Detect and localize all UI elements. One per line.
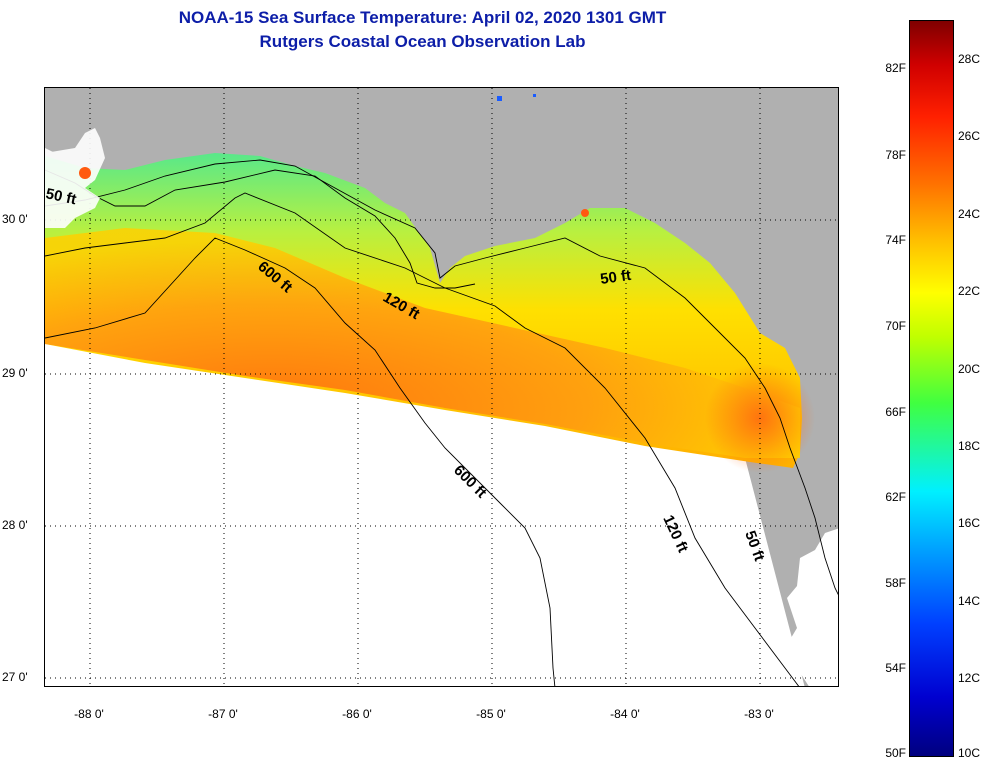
- colorbar-c-label: 24C: [958, 207, 981, 221]
- colorbar-f-label: 50F: [885, 746, 906, 760]
- colorbar-f-label: 74F: [885, 233, 906, 247]
- coastal-no-data: [45, 128, 105, 228]
- colorbar-f-label: 70F: [885, 319, 906, 333]
- colorbar-c-label: 18C: [958, 439, 981, 453]
- lon-label-87: -87 0': [208, 707, 238, 721]
- depth-contours: [45, 159, 838, 686]
- colorbar-f-label: 54F: [885, 661, 906, 675]
- warm-patches: [79, 167, 589, 217]
- sst-map-canvas: 50 ft 50 ft 50 ft 600 ft 600 ft 120 ft 1…: [45, 88, 838, 686]
- lon-label-84: -84 0': [610, 707, 640, 721]
- graticule: [45, 88, 838, 686]
- lon-label-83: -83 0': [744, 707, 774, 721]
- colorbar-c-label: 12C: [958, 671, 981, 685]
- sst-map: 50 ft 50 ft 50 ft 600 ft 600 ft 120 ft 1…: [44, 87, 839, 687]
- colorbar-c-label: 26C: [958, 129, 981, 143]
- colorbar-f-label: 62F: [885, 490, 906, 504]
- colorbar-c-label: 28C: [958, 52, 981, 66]
- colorbar-f-label: 66F: [885, 405, 906, 419]
- lat-label-28: 28 0': [2, 518, 28, 532]
- contour-label-50-west: 50 ft: [45, 185, 78, 208]
- colorbar-c-label: 22C: [958, 284, 981, 298]
- map-title: NOAA-15 Sea Surface Temperature: April 0…: [178, 8, 667, 27]
- lat-label-27: 27 0': [2, 670, 28, 684]
- lon-label-88: -88 0': [74, 707, 104, 721]
- lat-label-29: 29 0': [2, 366, 28, 380]
- sst-warm-band: [45, 228, 800, 458]
- map-subtitle: Rutgers Coastal Ocean Observation Lab: [259, 32, 586, 51]
- colorbar-c-label: 14C: [958, 594, 981, 608]
- lon-label-85: -85 0': [476, 707, 506, 721]
- colorbar-f-label: 78F: [885, 148, 906, 162]
- colorbar-c-label: 10C: [958, 746, 981, 760]
- temperature-colorbar: [909, 20, 954, 757]
- colorbar-c-label: 16C: [958, 516, 981, 530]
- colorbar-f-label: 82F: [885, 61, 906, 75]
- lon-label-86: -86 0': [342, 707, 372, 721]
- lat-label-30: 30 0': [2, 212, 28, 226]
- contour-label-50-east: 50 ft: [599, 267, 632, 288]
- colorbar-c-label: 20C: [958, 362, 981, 376]
- colorbar-f-label: 58F: [885, 576, 906, 590]
- lake-feature: [497, 94, 536, 101]
